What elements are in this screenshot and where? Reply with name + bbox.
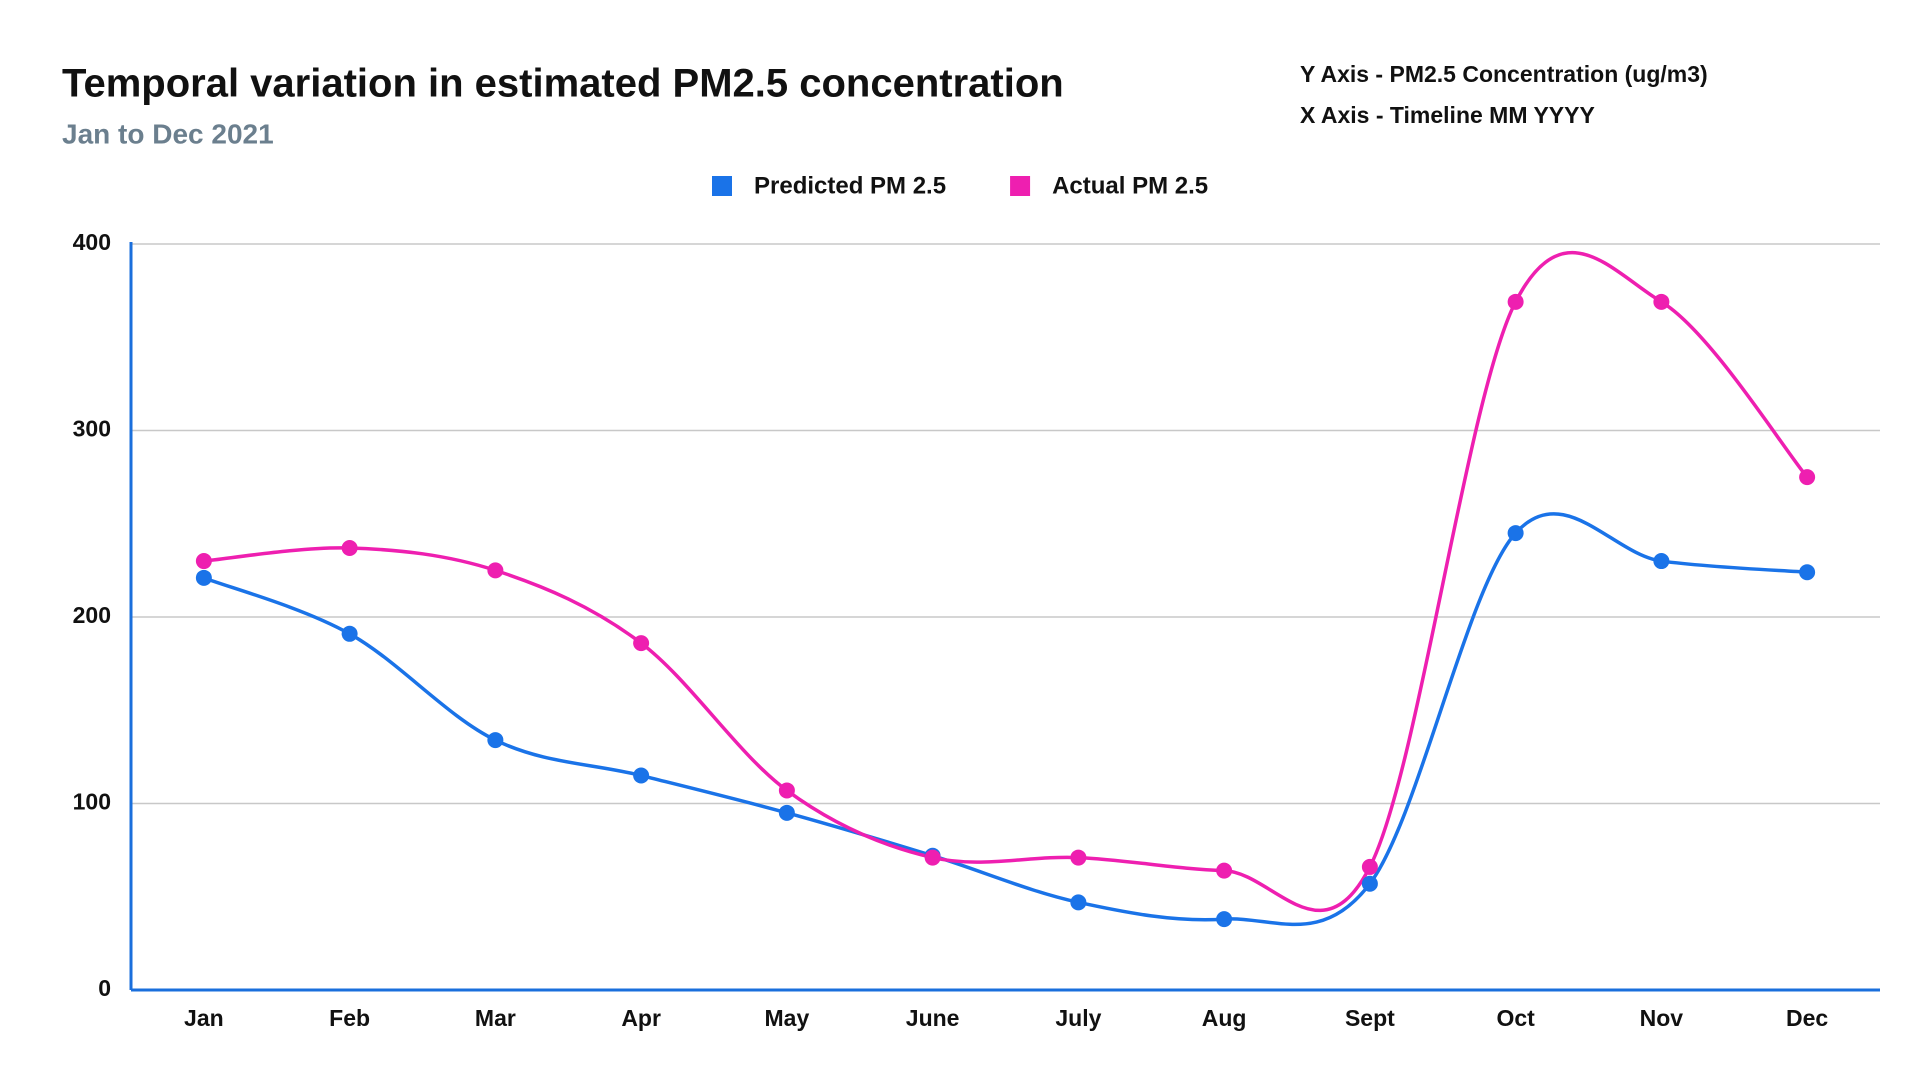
point (778, 782, 795, 799)
x-tick-label: Nov (1640, 1005, 1684, 1031)
point (487, 562, 504, 579)
point (341, 539, 358, 556)
point (1070, 849, 1087, 866)
x-tick-label: Sept (1345, 1005, 1395, 1031)
point (1361, 875, 1378, 892)
chart-title: Temporal variation in estimated PM2.5 co… (62, 62, 1064, 106)
point (1653, 553, 1670, 570)
point (778, 804, 795, 821)
point (1507, 525, 1524, 542)
legend-label: Predicted PM 2.5 (754, 172, 946, 199)
point (1361, 858, 1378, 875)
legend-label: Actual PM 2.5 (1052, 172, 1208, 199)
point (1799, 564, 1816, 581)
y-tick-label: 300 (73, 416, 111, 442)
x-tick-label: June (906, 1005, 960, 1031)
point (1507, 293, 1524, 310)
x-tick-label: Aug (1202, 1005, 1247, 1031)
legend-swatch (1010, 176, 1031, 196)
x-tick-label: July (1055, 1005, 1101, 1031)
x-tick-label: Mar (475, 1005, 516, 1031)
point (1653, 293, 1670, 310)
x-tick-label: May (765, 1005, 810, 1031)
x-tick-label: Jan (184, 1005, 224, 1031)
point (1799, 469, 1816, 486)
y-tick-label: 200 (73, 602, 111, 628)
point (195, 569, 212, 586)
annotation: Y Axis - PM2.5 Concentration (ug/m3) (1300, 61, 1708, 87)
point (341, 625, 358, 642)
x-tick-label: Feb (329, 1005, 370, 1031)
y-tick-label: 0 (98, 975, 111, 1001)
x-tick-label: Oct (1496, 1005, 1535, 1031)
point (633, 635, 650, 652)
point (924, 849, 941, 866)
y-tick-label: 400 (73, 229, 111, 255)
point (633, 767, 650, 784)
point (1070, 894, 1087, 911)
legend-swatch (712, 176, 732, 196)
chart-subtitle: Jan to Dec 2021 (62, 118, 274, 149)
point (1216, 911, 1233, 928)
point (1216, 862, 1233, 879)
x-tick-label: Dec (1786, 1005, 1828, 1031)
point (487, 732, 504, 749)
annotation: X Axis - Timeline MM YYYY (1300, 102, 1595, 128)
y-tick-label: 100 (73, 789, 111, 815)
x-tick-label: Apr (621, 1005, 661, 1031)
point (195, 553, 212, 570)
